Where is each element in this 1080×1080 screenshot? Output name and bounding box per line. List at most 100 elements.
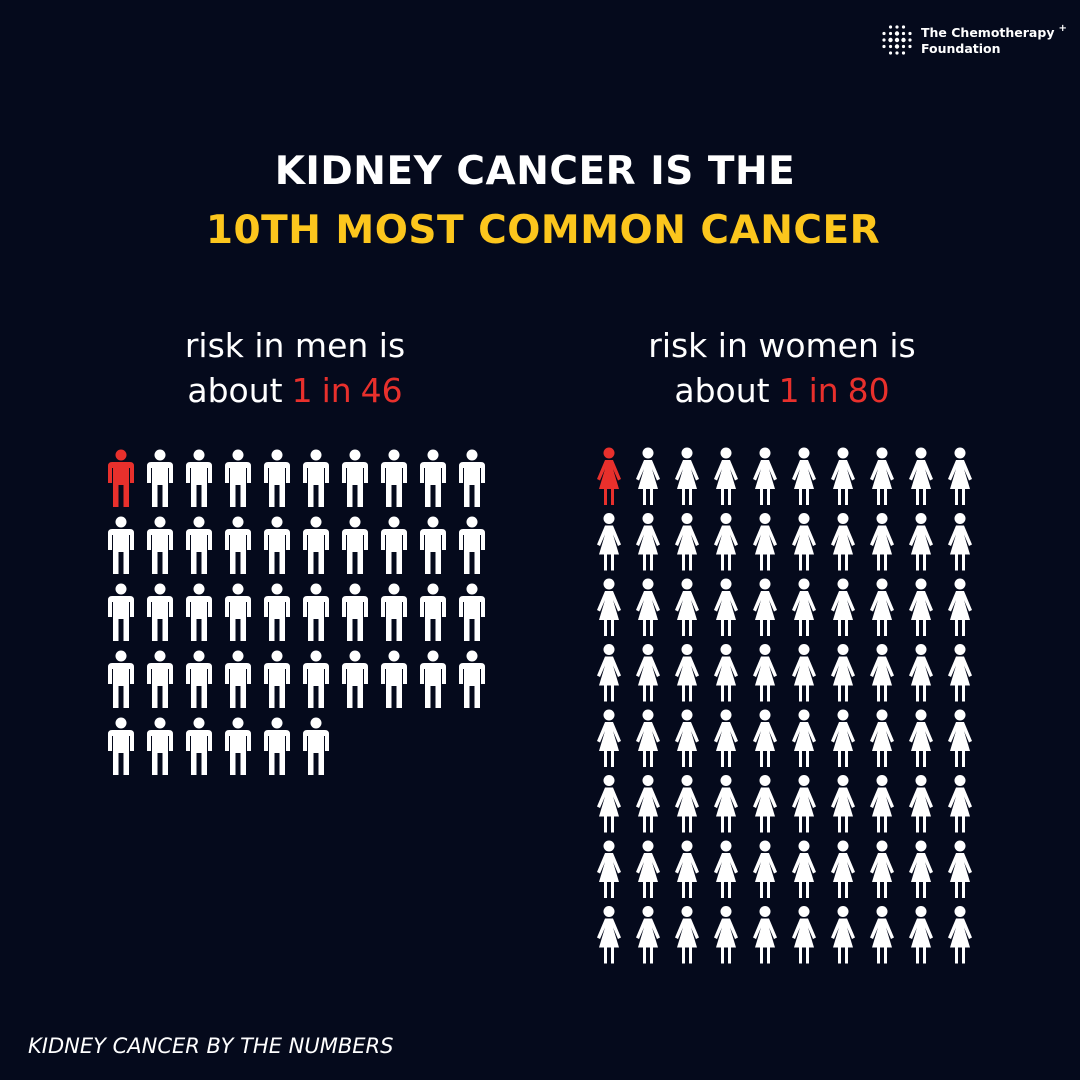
woman-icon <box>870 906 894 964</box>
body <box>792 918 816 964</box>
woman-icon <box>597 906 621 964</box>
body <box>909 656 933 702</box>
head <box>310 516 322 528</box>
logo-line: The Chemotherapy <box>921 25 1054 40</box>
woman-icon <box>792 513 816 571</box>
body <box>597 656 621 702</box>
woman-icon <box>870 775 894 833</box>
body <box>714 656 738 702</box>
head <box>193 516 205 528</box>
body <box>870 656 894 702</box>
woman-icon <box>831 644 855 702</box>
head <box>837 906 849 917</box>
head <box>915 840 927 852</box>
head <box>759 840 771 852</box>
head <box>798 447 810 459</box>
head <box>681 447 693 459</box>
body <box>459 663 485 708</box>
body <box>948 656 972 702</box>
head <box>642 644 654 655</box>
woman-icon <box>636 709 660 767</box>
man-icon <box>147 583 173 641</box>
woman-icon <box>909 906 933 964</box>
body <box>186 529 212 574</box>
man-icon <box>225 650 251 708</box>
logo-dot <box>908 38 912 42</box>
body <box>225 529 251 574</box>
woman-icon <box>948 906 972 964</box>
man-icon <box>147 650 173 708</box>
head <box>681 644 693 655</box>
head <box>798 775 810 786</box>
body <box>909 525 933 571</box>
woman-icon <box>597 447 621 505</box>
logo-dot <box>894 37 900 43</box>
risk-ratio: about 1 in 46 <box>187 371 402 410</box>
body <box>675 460 699 505</box>
woman-icon <box>831 578 855 636</box>
woman-icon <box>636 840 660 898</box>
body <box>264 663 290 708</box>
head <box>876 709 888 721</box>
head <box>193 583 205 595</box>
risk-joiner: in <box>809 371 839 410</box>
head <box>720 644 732 655</box>
woman-icon <box>792 709 816 767</box>
woman-icon <box>870 447 894 505</box>
head <box>954 644 966 655</box>
woman-icon <box>597 644 621 702</box>
woman-icon <box>831 447 855 505</box>
body <box>636 656 660 702</box>
woman-icon <box>675 775 699 833</box>
head <box>720 709 732 721</box>
head <box>798 578 810 590</box>
head <box>603 709 615 721</box>
body <box>303 596 329 641</box>
woman-icon <box>870 578 894 636</box>
woman-icon <box>792 578 816 636</box>
body <box>636 460 660 505</box>
body <box>264 596 290 641</box>
head <box>954 709 966 721</box>
head <box>798 840 810 852</box>
body <box>831 591 855 636</box>
headline: 10TH MOST COMMON CANCER <box>206 208 880 253</box>
man-icon <box>264 516 290 574</box>
body <box>831 787 855 833</box>
body <box>675 656 699 702</box>
logo-dot <box>888 44 893 49</box>
body <box>831 918 855 964</box>
headline: KIDNEY CANCER IS THE <box>275 149 796 194</box>
woman-icon <box>714 578 738 636</box>
head <box>954 447 966 459</box>
head <box>154 516 166 528</box>
body <box>459 596 485 641</box>
body <box>225 462 251 507</box>
woman-icon <box>675 709 699 767</box>
woman-icon <box>675 447 699 505</box>
man-icon <box>264 717 290 775</box>
man-icon <box>459 583 485 641</box>
body <box>792 853 816 898</box>
logo-dot <box>895 25 899 29</box>
head <box>915 906 927 917</box>
body <box>342 462 368 507</box>
head <box>603 513 615 524</box>
logo-dot <box>894 44 900 49</box>
head <box>115 650 127 662</box>
head <box>759 644 771 655</box>
body <box>753 787 777 833</box>
head <box>837 447 849 459</box>
head <box>310 717 322 729</box>
man-icon <box>342 583 368 641</box>
logo-dot <box>908 31 912 36</box>
logo-dot <box>882 31 886 36</box>
head <box>603 775 615 786</box>
body <box>636 787 660 833</box>
head <box>876 906 888 917</box>
body <box>753 853 777 898</box>
man-icon <box>186 583 212 641</box>
risk-prefix: about <box>674 371 769 410</box>
woman-icon <box>714 644 738 702</box>
head <box>681 709 693 721</box>
